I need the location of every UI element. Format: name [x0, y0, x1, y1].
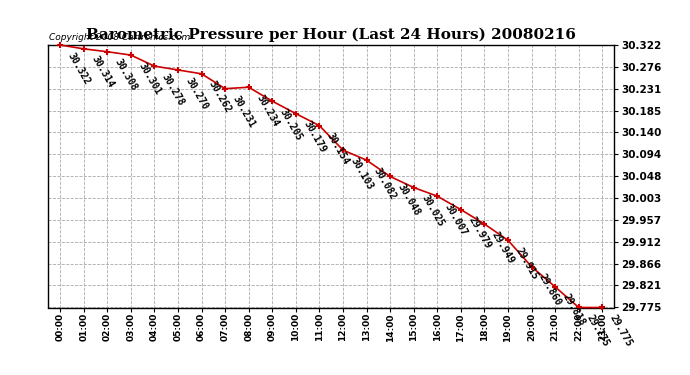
Text: 29.818: 29.818	[561, 292, 587, 328]
Text: 30.205: 30.205	[278, 107, 304, 142]
Text: 29.949: 29.949	[490, 230, 516, 265]
Text: 30.082: 30.082	[372, 166, 398, 201]
Text: 30.301: 30.301	[137, 61, 163, 96]
Text: 30.231: 30.231	[230, 94, 257, 130]
Text: 30.308: 30.308	[112, 57, 139, 93]
Text: 30.314: 30.314	[89, 54, 115, 90]
Text: 29.915: 29.915	[513, 246, 540, 281]
Text: 30.048: 30.048	[395, 182, 422, 218]
Text: 30.270: 30.270	[184, 75, 210, 111]
Text: 30.322: 30.322	[66, 51, 92, 86]
Text: 30.103: 30.103	[348, 156, 375, 191]
Title: Barometric Pressure per Hour (Last 24 Hours) 20080216: Barometric Pressure per Hour (Last 24 Ho…	[86, 28, 576, 42]
Text: 30.179: 30.179	[302, 119, 328, 155]
Text: Copyright 2008 Cartronics.com: Copyright 2008 Cartronics.com	[49, 33, 190, 42]
Text: 30.278: 30.278	[160, 72, 186, 107]
Text: 30.234: 30.234	[254, 93, 281, 128]
Text: 30.007: 30.007	[443, 202, 469, 237]
Text: 29.775: 29.775	[584, 313, 611, 349]
Text: 30.262: 30.262	[207, 80, 233, 115]
Text: 30.154: 30.154	[325, 131, 351, 167]
Text: 29.775: 29.775	[608, 313, 634, 349]
Text: 29.979: 29.979	[466, 215, 493, 250]
Text: 29.860: 29.860	[537, 272, 564, 308]
Text: 30.025: 30.025	[420, 193, 446, 229]
